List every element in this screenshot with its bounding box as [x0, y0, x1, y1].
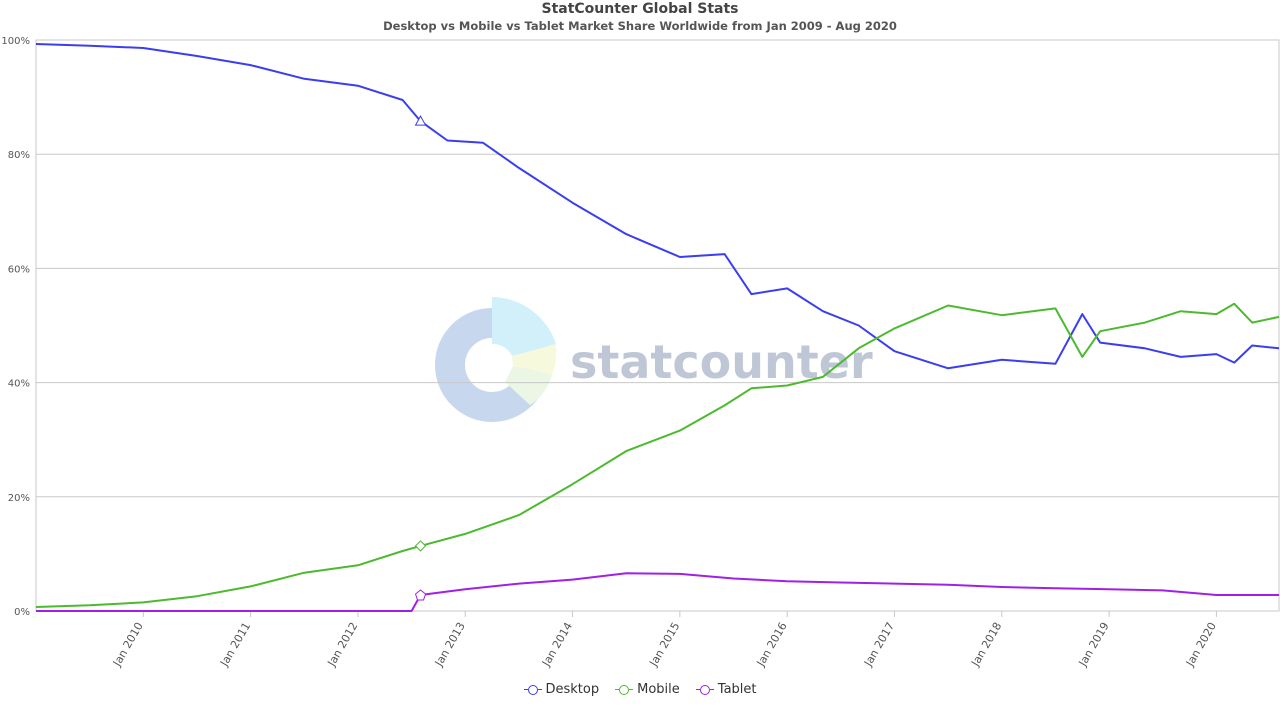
x-tick-label: Jan 2016 [754, 620, 790, 669]
legend-line-right [537, 688, 542, 691]
x-tick-label: Jan 2014 [539, 620, 575, 669]
chart-legend: Desktop Mobile Tablet [0, 682, 1280, 697]
watermark-hole [474, 347, 510, 383]
y-tick-label: 100% [1, 36, 30, 47]
legend-symbol [615, 684, 634, 695]
legend-item-tablet[interactable]: Tablet [695, 682, 757, 697]
data-point-marker-desktop[interactable] [414, 115, 427, 126]
legend-item-desktop[interactable]: Desktop [523, 682, 600, 697]
legend-line-left [523, 688, 528, 691]
x-tick-label: Jan 2010 [110, 620, 146, 669]
x-tick-label: Jan 2015 [646, 620, 682, 669]
watermark-text: statcounter [570, 335, 873, 389]
legend-label: Tablet [717, 682, 757, 697]
x-tick-label: Jan 2018 [968, 620, 1004, 669]
data-point-marker-mobile[interactable] [414, 540, 427, 552]
line-chart: statcounter 0% 20% 40% 60% 80% 100% Jan 2010 Ja… [1, 36, 1280, 669]
legend-symbol [695, 684, 714, 695]
data-point-marker-tablet[interactable] [414, 589, 427, 601]
legend-label: Desktop [545, 682, 600, 697]
series-line-mobile[interactable] [35, 302, 1280, 608]
y-tick-label: 20% [8, 493, 30, 504]
watermark-ring [435, 308, 549, 422]
y-tick-label: 80% [8, 150, 30, 161]
statcounter-logo-watermark: statcounter [435, 297, 873, 422]
x-tick-label: Jan 2013 [432, 620, 468, 669]
legend-line-right [709, 688, 714, 691]
chart-subtitle: Desktop vs Mobile vs Tablet Market Share… [383, 19, 897, 33]
y-tick-label: 40% [8, 379, 30, 390]
watermark-segment-green [505, 366, 552, 405]
legend-marker-icon [619, 684, 630, 695]
x-tick-label: Jan 2011 [217, 620, 253, 669]
legend-line-left [615, 688, 620, 691]
x-tick-label: Jan 2017 [861, 620, 897, 669]
y-tick-label: 60% [8, 264, 30, 275]
legend-label: Mobile [637, 682, 680, 697]
series-line-tablet[interactable] [36, 572, 1279, 612]
x-tick-label: Jan 2020 [1183, 620, 1219, 669]
legend-line-left [695, 688, 700, 691]
legend-symbol [523, 684, 542, 695]
legend-marker-icon [527, 684, 538, 695]
legend-item-mobile[interactable]: Mobile [615, 682, 680, 697]
series-line-desktop[interactable] [35, 43, 1280, 370]
watermark-segment-yellow [512, 344, 557, 375]
legend-marker-icon [699, 684, 710, 695]
plot-border [35, 39, 1280, 612]
watermark-segment-cyan [492, 297, 556, 356]
chart-title: StatCounter Global Stats [541, 1, 739, 17]
x-tick-label: Jan 2012 [325, 620, 361, 669]
x-tick-label: Jan 2019 [1076, 620, 1112, 669]
y-tick-label: 0% [14, 607, 30, 618]
legend-line-right [629, 688, 634, 691]
